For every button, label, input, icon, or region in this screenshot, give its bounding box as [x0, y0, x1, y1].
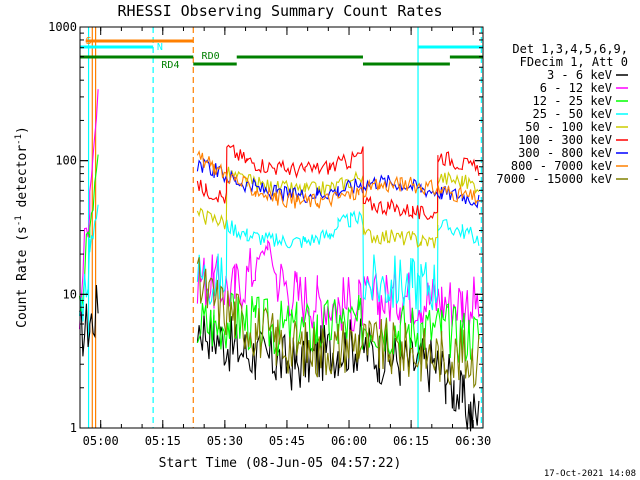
x-tick-label: 06:15 — [393, 434, 429, 448]
legend-entry-label: 6 - 12 keV — [540, 81, 612, 95]
state-bar-label: RD4 — [161, 60, 179, 71]
state-bar-label: N — [157, 42, 163, 53]
legend-entry-label: 300 - 800 keV — [518, 146, 612, 160]
series-line-6 — [196, 157, 480, 209]
x-tick-label: 05:30 — [207, 434, 243, 448]
legend-header-decimation: FDecim 1, Att 0 — [520, 55, 628, 69]
x-tick-label: 05:15 — [145, 434, 181, 448]
series-line-7 — [196, 149, 479, 209]
plot-frame — [79, 26, 484, 429]
chart-title: RHESSI Observing Summary Count Rates — [117, 2, 442, 20]
legend-entry-label: 25 - 50 keV — [533, 107, 612, 121]
legend-entry-label: 7000 - 15000 keV — [496, 172, 612, 186]
y-tick-label: 100 — [55, 154, 77, 168]
legend-entry-label: 100 - 300 keV — [518, 133, 612, 147]
state-bar-label: S — [86, 36, 92, 47]
legend-entry-label: 3 - 6 keV — [547, 68, 612, 82]
footer-date: 17-Oct-2021 14:08 — [544, 469, 636, 479]
plot-data-layer — [78, 27, 482, 432]
legend-entry-label: 800 - 7000 keV — [511, 159, 612, 173]
series-line-2 — [78, 154, 480, 363]
series-line-3 — [78, 204, 480, 322]
x-tick-label: 05:00 — [83, 434, 119, 448]
legend-header-detectors: Det 1,3,4,5,6,9, — [512, 42, 628, 56]
x-tick-label: 06:30 — [455, 434, 491, 448]
axes-layer: 1 10 100 1000 05:00 05:15 05:30 05:45 06:00 06:15… — [48, 20, 491, 448]
series-line-5 — [196, 144, 480, 220]
legend: Det 1,3,4,5,6,9, FDecim 1, Att 0 3 - 6 k… — [496, 42, 628, 186]
state-bars-layer: S N RD4 RD0 — [80, 36, 483, 71]
y-tick-label: 10 — [63, 287, 77, 301]
y-tick-label: 1 — [70, 421, 77, 435]
series-line-8 — [196, 257, 480, 389]
y-tick-label: 1000 — [48, 20, 77, 34]
series-line-1 — [78, 89, 480, 332]
x-axis-label: Start Time (08-Jun-05 04:57:22) — [159, 456, 402, 471]
state-bar-label: RD0 — [202, 51, 220, 62]
x-tick-label: 06:00 — [331, 434, 367, 448]
series-line-4 — [196, 166, 480, 249]
legend-entry-label: 50 - 100 keV — [525, 120, 612, 134]
legend-entry-label: 12 - 25 keV — [533, 94, 612, 108]
y-axis-label: Count Rate (s-1 detector-1) — [14, 126, 30, 328]
x-tick-label: 05:45 — [269, 434, 305, 448]
